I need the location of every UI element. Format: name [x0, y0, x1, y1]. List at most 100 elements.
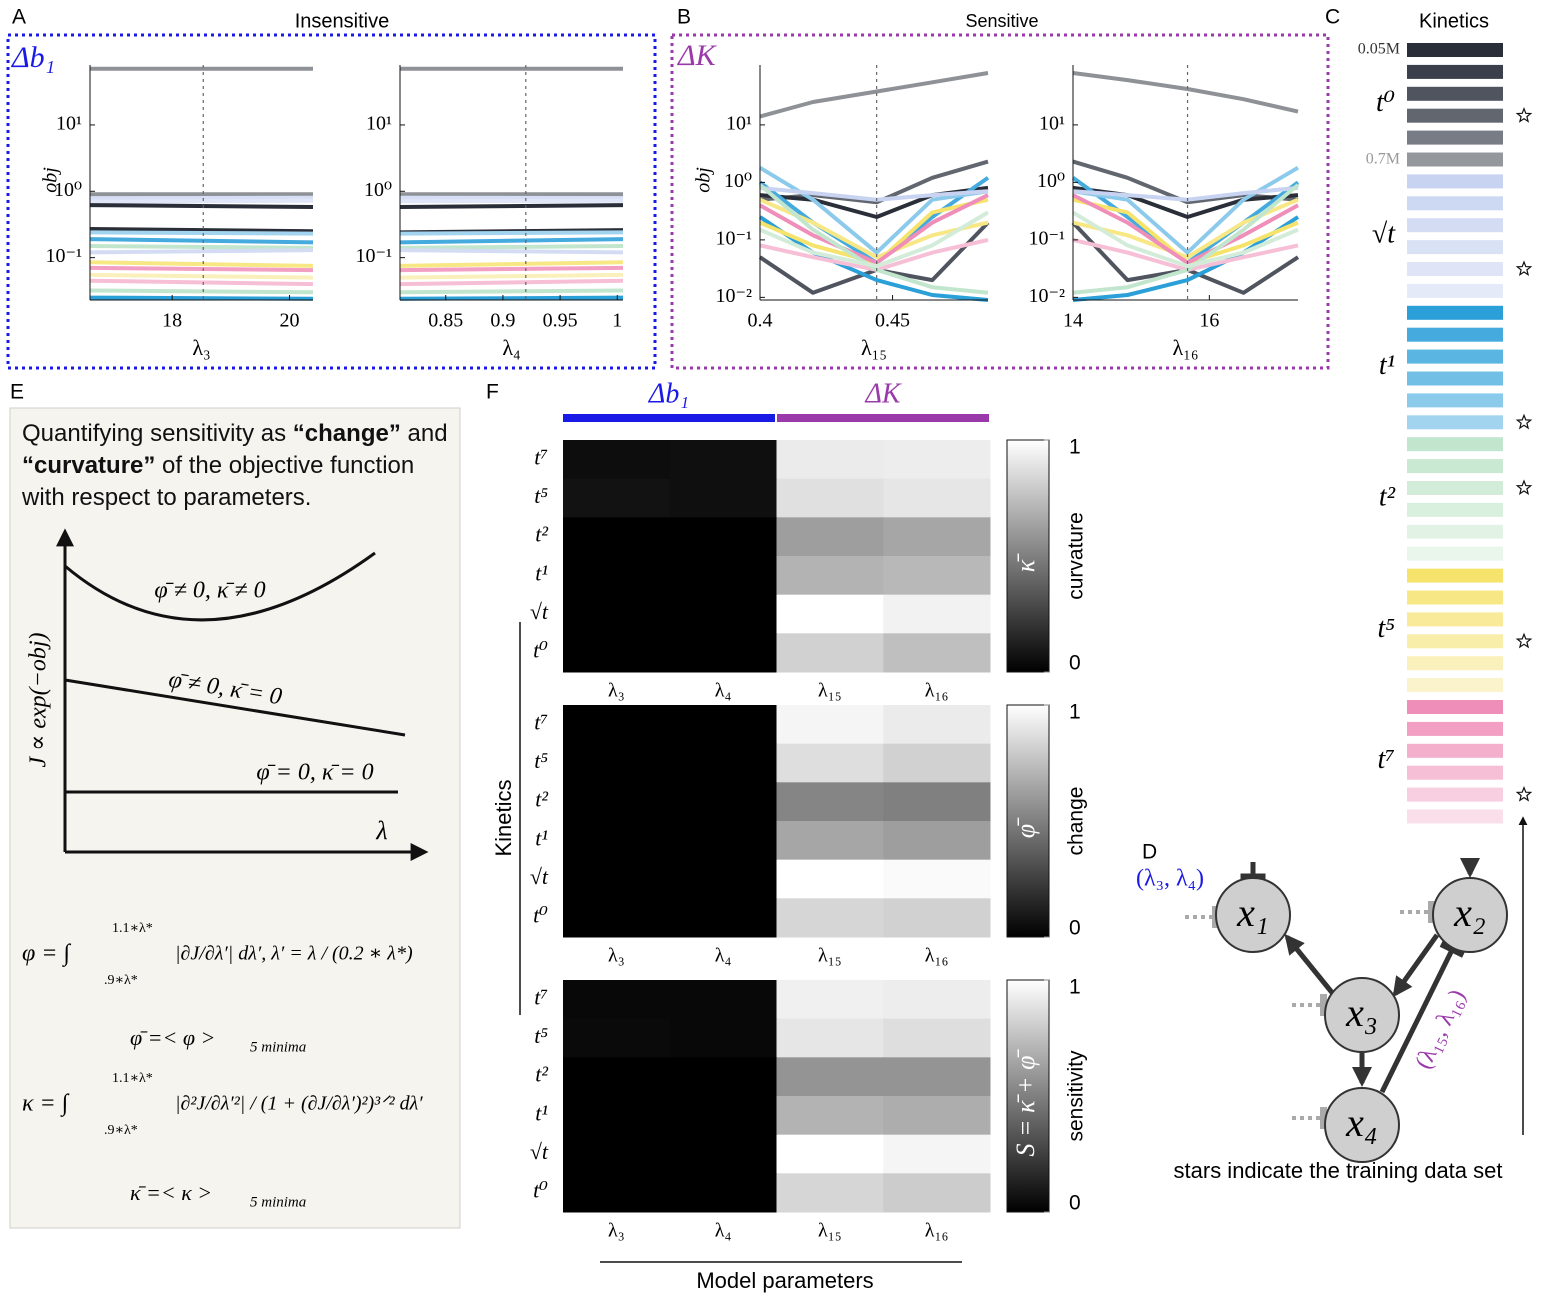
row-label: t⁷ — [534, 444, 548, 469]
colorbar-tick-label: 0 — [1069, 917, 1081, 940]
heatmap-cell — [563, 594, 671, 634]
row-label: t⁰ — [533, 638, 548, 663]
schematic-line — [64, 678, 406, 737]
equation-limit: 1.1∗λ* — [112, 1071, 153, 1086]
row-label: t⁰ — [533, 903, 548, 928]
legend-swatch — [1407, 152, 1503, 167]
colorbar-symbol: S = κ̄ + φ̄ — [1011, 1049, 1040, 1157]
heatmap-cell — [563, 1173, 671, 1213]
heatmap-cell — [776, 478, 884, 518]
caption: stars indicate the training data set — [1174, 1158, 1503, 1183]
legend-swatch — [1407, 130, 1503, 145]
heatmap-cell — [669, 743, 777, 783]
legend-swatch — [1407, 459, 1503, 474]
training-star — [1515, 479, 1533, 496]
heatmap-cell — [563, 517, 671, 557]
heatmap-cell — [563, 556, 671, 596]
legend-swatch — [1407, 349, 1503, 364]
node-label: x₁ — [1236, 890, 1269, 935]
heatmap-cell — [563, 440, 671, 480]
heatmap-cell — [883, 633, 991, 673]
heatmap-cell — [776, 633, 884, 673]
equation: κ = ∫ — [22, 1091, 70, 1118]
row-label: t⁵ — [534, 1023, 548, 1048]
intro-text: Quantifying sensitivity as “change” and … — [22, 418, 458, 514]
heatmap-cell — [669, 440, 777, 480]
column-label: λ₁₅ — [818, 945, 842, 967]
intro-run: and — [400, 420, 448, 447]
heatmap-cell — [669, 859, 777, 899]
legend-swatch — [1407, 524, 1503, 539]
column-label: λ₄ — [715, 680, 732, 702]
legend-title: Kinetics — [1419, 10, 1489, 32]
column-label: λ₃ — [608, 945, 625, 967]
column-label: λ₄ — [715, 945, 732, 967]
series-line — [399, 230, 624, 236]
heatmap-cell — [563, 782, 671, 822]
x-tick-label: 0.45 — [875, 310, 910, 332]
legend-swatch — [1407, 218, 1503, 233]
series-line — [399, 260, 624, 268]
colorbar-label: curvature — [1065, 512, 1088, 600]
y-tick-label: 10¹ — [1039, 112, 1065, 134]
series-line — [89, 265, 314, 273]
column-label: λ₁₆ — [925, 945, 949, 967]
legend-swatch — [1407, 174, 1503, 189]
legend-swatch — [1407, 108, 1503, 123]
edge — [1392, 933, 1440, 998]
legend-swatch — [1407, 64, 1503, 79]
x-tick-label: 1 — [612, 310, 622, 332]
input-bar — [1320, 994, 1327, 1016]
parameter-label: (λ₁₅, λ₁₆) — [1410, 986, 1471, 1074]
y-tick-label: 10⁻¹ — [355, 245, 392, 267]
series-line — [759, 71, 989, 119]
legend-label: t⁰ — [1376, 87, 1395, 118]
legend-swatch — [1407, 590, 1503, 605]
y-tick-label: 10⁻¹ — [1028, 227, 1065, 249]
heatmap-cell — [776, 594, 884, 634]
heatmap-cell — [776, 859, 884, 899]
heatmap-cell — [669, 1134, 777, 1174]
series-line — [89, 237, 314, 245]
legend-label: t⁷ — [1377, 744, 1395, 775]
series-line — [399, 237, 624, 245]
x-tick-label: 18 — [162, 310, 182, 332]
training-star — [1515, 632, 1533, 649]
series-line — [758, 165, 989, 255]
heatmap-cell — [883, 859, 991, 899]
heatmap-cell — [776, 440, 884, 480]
node — [1324, 1087, 1400, 1163]
y-tick-label: 10⁻¹ — [45, 245, 82, 267]
colorbar — [1006, 704, 1050, 938]
row-label: √t — [530, 864, 549, 889]
column-label: λ₁₆ — [925, 1220, 949, 1242]
heatmap-cell — [776, 898, 884, 938]
heatmap-cell — [776, 705, 884, 745]
legend-swatch — [1407, 305, 1503, 320]
row-label: √t — [530, 1139, 549, 1164]
series-line — [399, 244, 624, 250]
heatmap-cell — [669, 821, 777, 861]
series-line — [399, 278, 624, 287]
series-line — [89, 195, 314, 201]
node — [1215, 877, 1291, 953]
box-label: ΔK — [677, 39, 718, 72]
legend-swatch — [1407, 371, 1503, 386]
heatmap-cell — [776, 821, 884, 861]
heatmap-cell — [883, 517, 991, 557]
x-axis-label: λ₃ — [192, 335, 210, 360]
series-line — [399, 272, 624, 280]
legend-swatch — [1407, 196, 1503, 211]
y-tick-label: 10¹ — [726, 112, 752, 134]
panel-title: Insensitive — [295, 10, 390, 32]
heatmap-cell — [563, 859, 671, 899]
group-bar — [777, 414, 989, 422]
heatmap-cell — [776, 1134, 884, 1174]
series-line — [89, 295, 314, 301]
legend-label: √t — [1372, 219, 1396, 250]
legend-swatch — [1407, 43, 1503, 57]
legend-swatch — [1407, 415, 1503, 430]
colorbar-tick-label: 0 — [1069, 1192, 1081, 1215]
equation-subscript: 5 minima — [250, 1194, 306, 1210]
